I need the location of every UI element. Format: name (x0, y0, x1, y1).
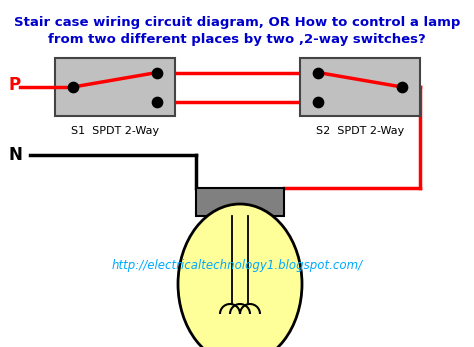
Text: S1  SPDT 2-Way: S1 SPDT 2-Way (71, 126, 159, 136)
Text: S2  SPDT 2-Way: S2 SPDT 2-Way (316, 126, 404, 136)
Text: from two different places by two ,2-way switches?: from two different places by two ,2-way … (48, 33, 426, 46)
Ellipse shape (178, 204, 302, 347)
Point (398, 84, 406, 90)
Point (314, 99, 322, 104)
Bar (300, 58, 420, 116)
Text: P: P (8, 76, 20, 94)
Bar (55, 58, 175, 116)
Text: N: N (8, 146, 22, 164)
Point (153, 99, 161, 104)
Bar (196, 188, 284, 216)
Point (153, 70, 161, 75)
Point (69, 84, 77, 90)
Point (314, 70, 322, 75)
Text: http://electricaltechnology1.blogspot.com/: http://electricaltechnology1.blogspot.co… (111, 259, 363, 271)
Text: Stair case wiring circuit diagram, OR How to control a lamp: Stair case wiring circuit diagram, OR Ho… (14, 16, 460, 29)
